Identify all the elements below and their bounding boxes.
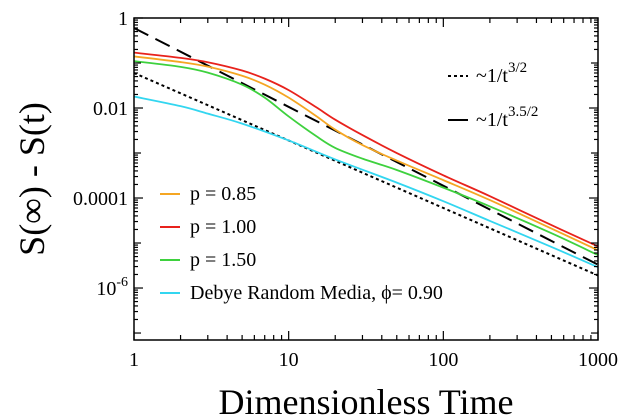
series-line-4 [134, 95, 598, 269]
plot-frame [133, 17, 599, 341]
x-axis-title: Dimensionless Time [218, 382, 513, 419]
y-tick-label: 0.01 [93, 98, 128, 120]
legend-label-1: p = 0.85 [190, 183, 256, 205]
y-tick-label: 10-6 [96, 275, 128, 300]
series-line-1 [134, 55, 598, 252]
x-tick-label: 10 [279, 349, 299, 371]
series-line-3 [134, 60, 598, 256]
x-tick-label: 1 [129, 349, 139, 371]
legend-label-3: p = 1.50 [190, 249, 256, 271]
y-tick-label: 1 [118, 8, 128, 30]
reference-legend: ~1/t3/2 ~1/t3.5/2 [448, 60, 538, 131]
series-layer [134, 27, 598, 277]
legend-label-2: p = 1.00 [190, 216, 256, 238]
reference-line-three-halves [134, 72, 598, 277]
y-axis-title: S(∞) - S(t) [12, 102, 52, 256]
legend-label-4: Debye Random Media, ϕ= 0.90 [190, 282, 443, 304]
tick-labels-layer: 1 10 100 1000 1 0.01 0.0001 10-6 [73, 8, 618, 371]
x-tick-label: 1000 [578, 349, 618, 371]
y-tick-label: 0.0001 [73, 188, 128, 210]
x-tick-label: 100 [428, 349, 458, 371]
legend: p = 0.85 p = 1.00 p = 1.50 Debye Random Med… [160, 183, 443, 304]
ref-legend-label-2: ~1/t3.5/2 [476, 104, 538, 131]
ref-legend-label-1: ~1/t3/2 [476, 60, 527, 87]
series-line-2 [134, 51, 598, 248]
